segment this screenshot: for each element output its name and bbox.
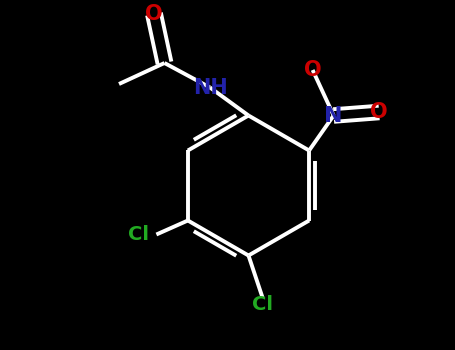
Text: N: N (324, 105, 343, 126)
Text: Cl: Cl (252, 295, 273, 314)
Text: O: O (370, 102, 388, 122)
Text: O: O (304, 60, 321, 80)
Text: NH: NH (192, 77, 228, 98)
Text: Cl: Cl (128, 225, 149, 244)
Text: O: O (145, 4, 163, 24)
